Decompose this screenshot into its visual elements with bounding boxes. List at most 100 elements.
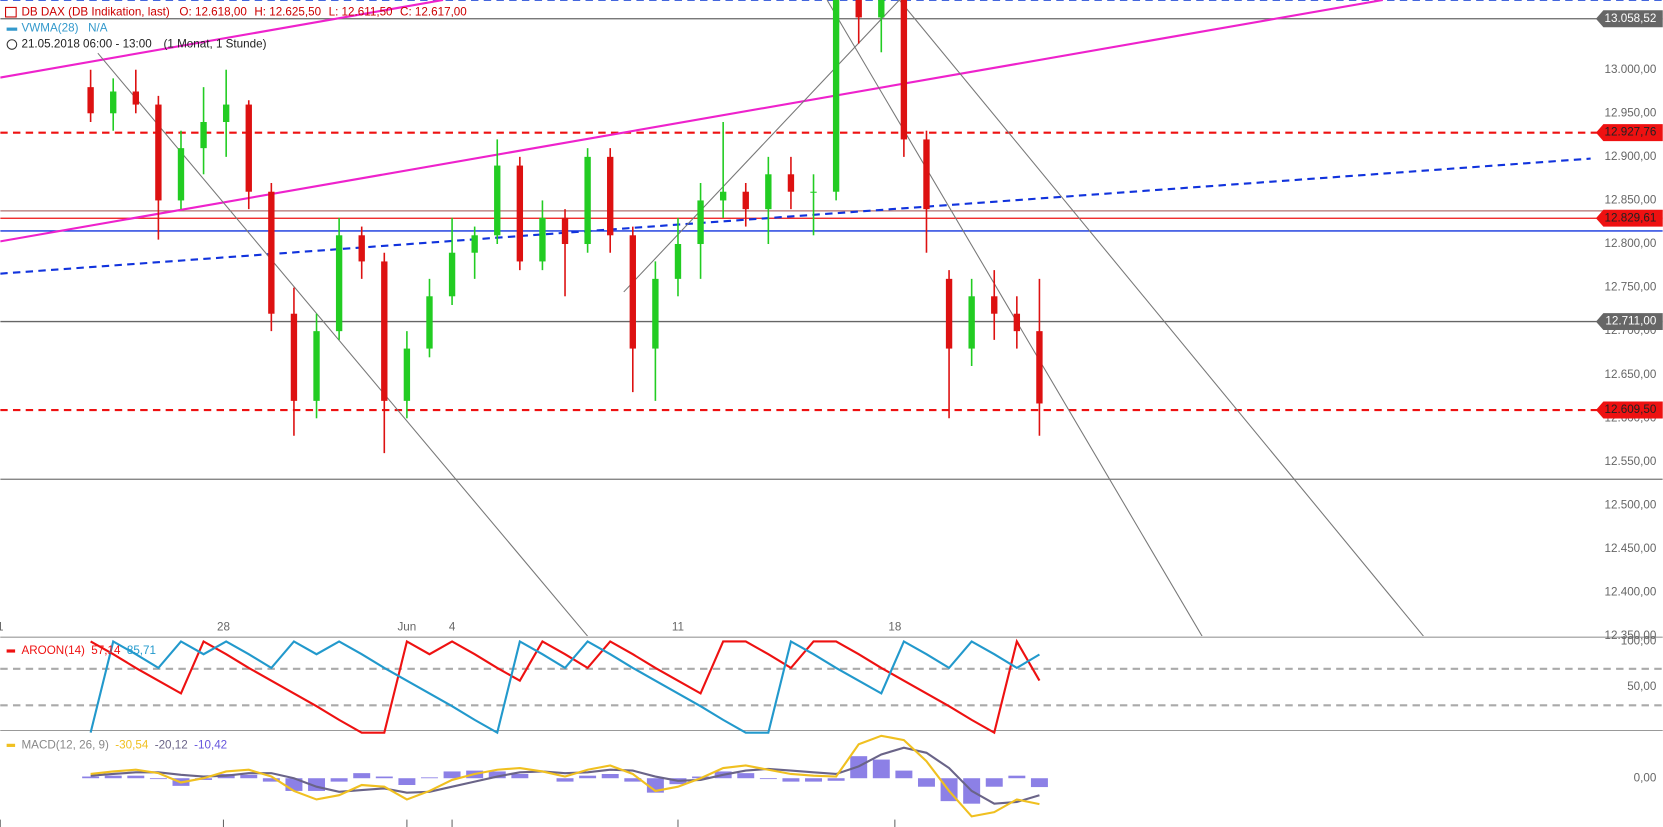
candle-body: [132, 91, 139, 105]
trend-line: [0, 0, 1383, 243]
histogram-bar: [1030, 778, 1048, 788]
candle-body: [403, 348, 411, 401]
candle-body: [155, 104, 162, 201]
price-badge-label: 13.058,52: [1605, 12, 1657, 25]
axes: 12.350,00 12.400,00 12.450,00 12.500,00 12.5…: [0, 10, 1663, 827]
candle-body: [200, 122, 207, 149]
candle-body: [832, 0, 840, 192]
candle-body: [652, 278, 659, 349]
y-tick-label: 12.500,00: [1605, 499, 1657, 512]
price-badge: [1595, 313, 1663, 331]
header: DB DAX (DB Indikation, last) O: 12.618,0…: [5, 6, 467, 51]
legend-swatch: [6, 743, 16, 747]
y-tick-label: 12.750,00: [1605, 281, 1657, 294]
candle-body: [222, 104, 230, 123]
candle-body: [742, 191, 749, 210]
y-tick-label: 12.350,00: [1605, 629, 1657, 642]
histogram-bar: [737, 773, 755, 779]
candle-body: [674, 244, 682, 279]
candle-body: [900, 0, 908, 140]
candle-body: [471, 235, 478, 253]
histogram-bar: [330, 778, 348, 782]
candle-body: [629, 235, 636, 349]
macd-line: [90, 734, 1040, 818]
legend-label: MACD(12, 26, 9): [21, 738, 109, 751]
candle-body: [787, 174, 795, 192]
histogram-bar: [872, 759, 890, 779]
histogram-bar: [827, 778, 845, 781]
aroon-line: [90, 638, 1041, 735]
histogram-bar: [82, 776, 100, 779]
candle-body: [87, 87, 94, 114]
candle-body: [358, 235, 365, 262]
candle-body: [697, 200, 704, 245]
x-tick-label: 4: [449, 621, 456, 634]
quote: H: 12.625,50: [254, 6, 321, 19]
y-tick-label: 13.000,00: [1605, 63, 1657, 76]
legend-readout: 85,71: [127, 644, 156, 657]
candle-body: [968, 296, 975, 349]
trend-line: [898, 0, 1424, 637]
trend-line: [0, 157, 1591, 275]
candle-body: [335, 235, 343, 332]
y-tick-label: 12.900,00: [1605, 150, 1657, 163]
candle-body: [719, 191, 727, 201]
legend-readout: -30,54: [115, 738, 149, 751]
x-tick-label: 11: [672, 621, 684, 634]
instrument: DB DAX (DB Indikation, last): [21, 6, 169, 19]
histogram-bar: [556, 778, 574, 782]
trend-line: [0, 0, 444, 79]
candle-body: [584, 156, 591, 245]
y-tick-label: 100,00: [1621, 635, 1657, 648]
period: 21.05.2018 06:00 - 13:00: [21, 38, 152, 51]
histogram-bar: [240, 774, 258, 779]
y-tick-label: 12.450,00: [1605, 542, 1657, 555]
candle-body: [991, 296, 998, 314]
histogram-bar: [104, 775, 122, 779]
histogram-bar: [443, 771, 461, 779]
legend-label: AROON(14): [21, 644, 85, 657]
price-badge-label: 12.609,50: [1605, 403, 1657, 416]
candle-body: [810, 191, 817, 193]
y-tick-label: 12.950,00: [1605, 106, 1657, 119]
histogram-bar: [149, 778, 167, 780]
y-tick-label: 12.400,00: [1605, 586, 1657, 599]
candle-body: [765, 174, 772, 210]
histogram-bar: [805, 778, 823, 782]
candle-body: [494, 165, 501, 236]
y-tick-label: 12.800,00: [1605, 237, 1657, 250]
quote: L: 12.611,50: [329, 6, 393, 19]
indicator-value: N/A: [88, 22, 108, 35]
candle-body: [607, 156, 614, 236]
period-line: 21.05.2018 06:00 - 13:00 (1 Monat, 1 Stu…: [21, 38, 266, 51]
indicator-line: VWMA(28) N/A: [21, 22, 107, 35]
y-tick-label: 12.650,00: [1605, 368, 1657, 381]
candle-body: [381, 261, 388, 401]
candle-body: [448, 252, 456, 297]
legend-readout: 57,14: [91, 644, 121, 657]
price-badge-label: 12.711,00: [1605, 315, 1657, 328]
legend-swatch: [6, 27, 18, 31]
instrument-icon: [5, 6, 17, 18]
price-badge: [1595, 401, 1663, 419]
histogram-bar: [895, 770, 913, 779]
price-panel: [0, 0, 1663, 637]
y-tick-label: 12.850,00: [1605, 194, 1657, 207]
legend-swatch: [6, 649, 16, 653]
candle-body: [945, 278, 953, 349]
candle-body: [110, 91, 117, 114]
legend-readout: -20,12: [155, 738, 188, 751]
legend: MACD(12, 26, 9) -30,54 -20,12 -10,42: [21, 738, 227, 751]
histogram-bar: [917, 778, 935, 787]
macd-panel: MACD(12, 26, 9) -30,54 -20,12 -10,42: [6, 734, 1048, 818]
quote: O: 12.618,00: [179, 6, 247, 19]
candle-body: [245, 104, 252, 192]
candle-body: [878, 0, 885, 18]
histogram-bar: [759, 778, 777, 780]
candle-body: [313, 331, 320, 401]
price-badge: [1595, 124, 1663, 142]
price-badge: [1595, 209, 1663, 227]
histogram-bar: [579, 775, 597, 779]
